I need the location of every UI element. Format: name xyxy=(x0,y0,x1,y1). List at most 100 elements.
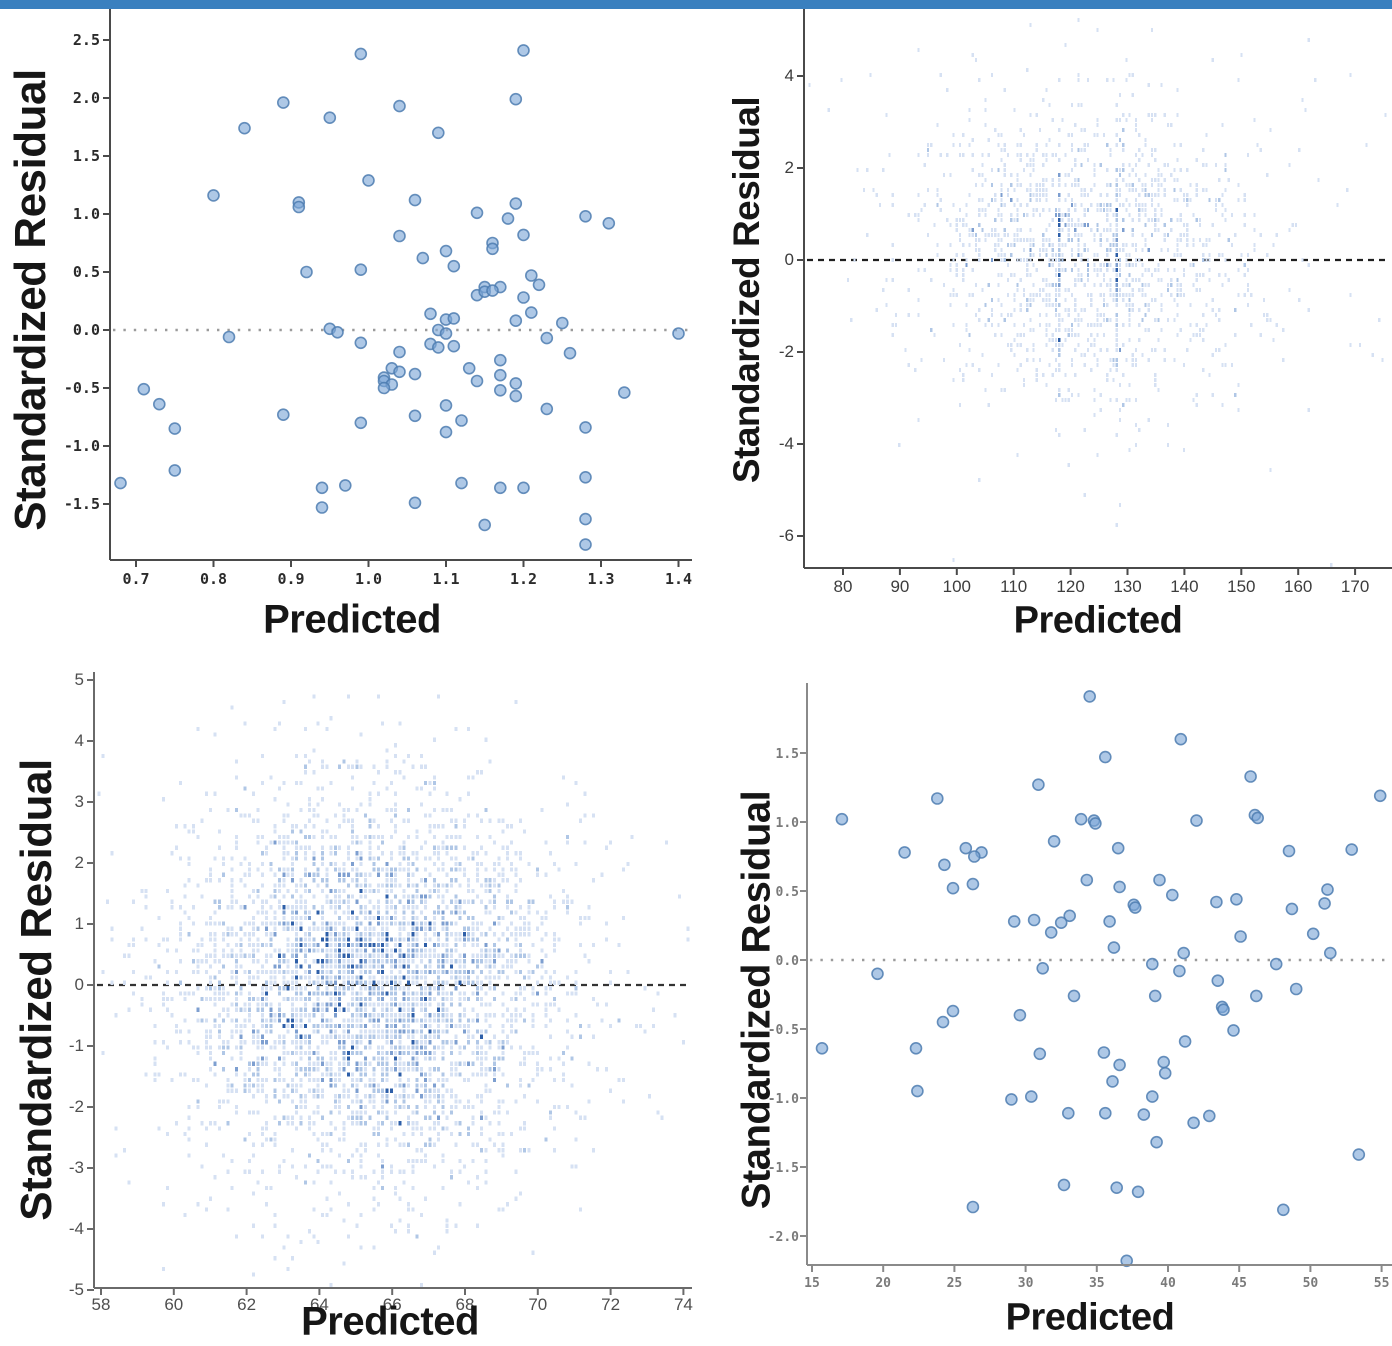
density-cell xyxy=(493,964,496,969)
density-cell xyxy=(1211,353,1214,357)
density-cell xyxy=(389,1045,393,1050)
density-cell xyxy=(1208,258,1211,262)
density-cell xyxy=(432,737,436,742)
density-cell xyxy=(1125,198,1128,202)
density-cell xyxy=(1013,218,1016,222)
density-cell xyxy=(226,1207,230,1212)
density-cell xyxy=(1102,303,1106,307)
density-cell xyxy=(1054,308,1058,312)
density-cell xyxy=(260,1126,264,1131)
density-cell xyxy=(462,980,466,985)
density-cell xyxy=(376,915,380,921)
density-cell xyxy=(480,1110,484,1115)
density-cell xyxy=(329,1164,333,1169)
density-cell xyxy=(372,867,376,872)
density-cell xyxy=(1115,118,1118,122)
density-cell xyxy=(290,1013,294,1018)
density-cell xyxy=(282,996,286,1002)
density-cell xyxy=(1019,343,1022,347)
density-cell xyxy=(222,964,226,969)
density-cell xyxy=(1150,348,1154,352)
density-cell xyxy=(372,991,376,996)
density-cell xyxy=(1077,333,1080,337)
density-cell xyxy=(226,1121,230,1126)
density-cell xyxy=(1150,118,1154,122)
density-cell xyxy=(1058,338,1061,342)
density-cell xyxy=(273,883,277,888)
density-cell xyxy=(1099,283,1102,287)
density-cell xyxy=(394,802,398,807)
density-cell xyxy=(346,1018,350,1023)
density-cell xyxy=(321,845,324,850)
density-cell xyxy=(475,991,479,996)
density-cell xyxy=(333,996,337,1002)
density-cell xyxy=(450,834,453,840)
density-cell xyxy=(1022,258,1026,262)
density-cell xyxy=(338,1002,342,1007)
density-cell xyxy=(364,1007,367,1012)
density-cell xyxy=(1378,318,1381,322)
density-cell xyxy=(290,824,294,829)
density-cell xyxy=(1064,243,1067,247)
density-cell xyxy=(454,834,458,840)
density-cell xyxy=(303,856,307,861)
density-cell xyxy=(1112,293,1115,297)
density-cell xyxy=(1134,423,1138,427)
density-cell xyxy=(990,73,994,77)
density-cell xyxy=(454,1034,458,1039)
density-cell xyxy=(974,238,978,242)
density-cell xyxy=(475,1040,479,1045)
density-cell xyxy=(411,937,415,942)
density-cell xyxy=(437,1137,441,1142)
density-cell xyxy=(299,1045,303,1050)
density-cell xyxy=(467,1061,471,1066)
density-cell xyxy=(480,996,484,1002)
density-cell xyxy=(351,1050,355,1056)
density-cell xyxy=(161,1202,165,1207)
density-cell xyxy=(235,1104,238,1110)
density-cell xyxy=(1077,233,1080,237)
density-cell xyxy=(282,926,286,931)
density-cell xyxy=(316,1023,320,1029)
density-cell xyxy=(1179,283,1182,287)
density-cell xyxy=(247,872,251,877)
density-cell xyxy=(1048,208,1051,212)
density-cell xyxy=(1042,288,1045,292)
density-cell xyxy=(510,953,514,958)
density-cell xyxy=(402,1099,406,1104)
density-cell xyxy=(312,1002,316,1007)
density-cell xyxy=(333,991,337,996)
density-cell xyxy=(1179,253,1182,257)
density-cell xyxy=(493,1061,496,1066)
density-cell xyxy=(187,1137,191,1142)
density-cell xyxy=(273,1088,277,1093)
density-cell xyxy=(471,969,475,975)
density-cell xyxy=(226,1099,230,1104)
density-cell xyxy=(381,986,385,991)
density-cell xyxy=(1131,293,1134,297)
density-cell xyxy=(1003,318,1006,322)
density-cell xyxy=(402,851,406,856)
data-point-marker xyxy=(1187,1116,1200,1130)
density-cell xyxy=(157,1126,161,1131)
density-cell xyxy=(467,1104,471,1110)
density-cell xyxy=(325,932,329,937)
density-cell xyxy=(1003,163,1006,167)
density-cell xyxy=(1080,273,1083,277)
density-cell xyxy=(278,921,281,926)
density-cell xyxy=(217,899,221,904)
density-cell xyxy=(385,921,389,926)
density-cell xyxy=(308,802,312,807)
density-cell xyxy=(269,953,273,958)
density-cell xyxy=(1118,118,1122,122)
density-cell xyxy=(1077,78,1080,82)
density-cell xyxy=(338,888,342,894)
density-cell xyxy=(282,959,286,964)
density-cell xyxy=(239,964,243,969)
density-cell xyxy=(312,1180,316,1185)
density-cell xyxy=(501,1050,505,1056)
y-tick-label: -1.0 xyxy=(768,1092,799,1107)
density-cell xyxy=(295,824,299,829)
density-cell xyxy=(949,173,952,177)
density-cell xyxy=(1298,298,1301,302)
